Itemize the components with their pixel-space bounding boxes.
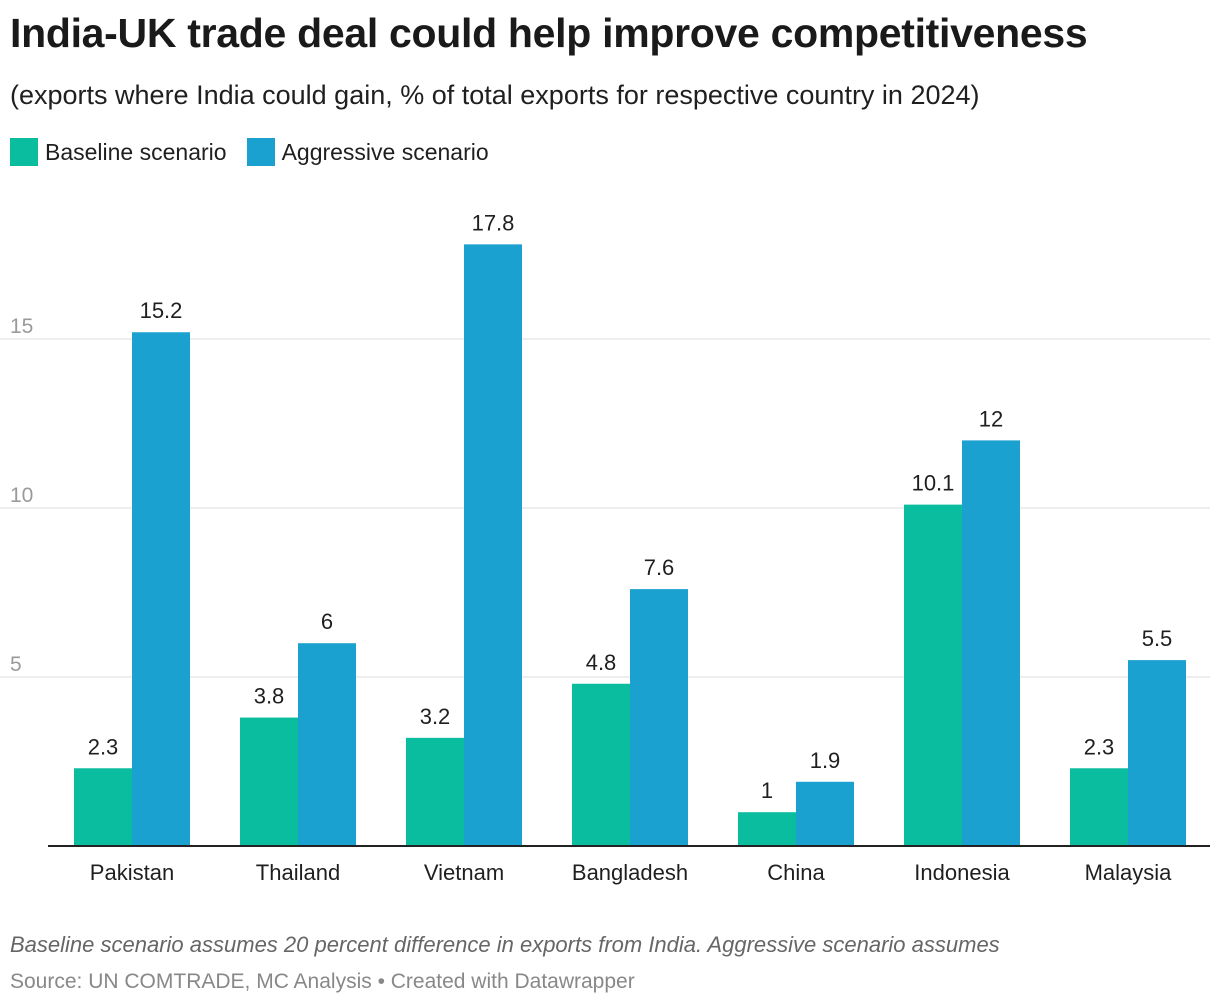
data-label: 7.6 bbox=[644, 555, 675, 580]
data-label: 2.3 bbox=[88, 734, 119, 759]
legend-item-baseline: Baseline scenario bbox=[10, 138, 227, 166]
y-tick-label: 15 bbox=[10, 315, 33, 338]
bar-aggressive bbox=[796, 781, 854, 846]
data-label: 5.5 bbox=[1142, 626, 1173, 651]
chart-title: India-UK trade deal could help improve c… bbox=[10, 10, 1088, 56]
bar-baseline bbox=[1070, 768, 1128, 846]
x-tick-label: Indonesia bbox=[914, 860, 1010, 885]
bar-baseline bbox=[738, 812, 796, 846]
x-tick-label: Pakistan bbox=[90, 860, 174, 885]
data-label: 15.2 bbox=[140, 298, 183, 323]
data-label: 3.8 bbox=[254, 684, 285, 709]
bar-aggressive bbox=[630, 589, 688, 846]
bar-baseline bbox=[240, 717, 298, 846]
x-tick-label: Vietnam bbox=[424, 860, 504, 885]
data-label: 1.9 bbox=[810, 748, 841, 773]
chart-source: Source: UN COMTRADE, MC Analysis • Creat… bbox=[10, 970, 635, 993]
bar-aggressive bbox=[298, 643, 356, 846]
bar-aggressive bbox=[464, 244, 522, 847]
y-tick-label: 5 bbox=[10, 653, 22, 676]
bar-baseline bbox=[572, 683, 630, 846]
legend-label-aggressive: Aggressive scenario bbox=[281, 138, 489, 165]
data-label: 12 bbox=[979, 406, 1003, 431]
bar-aggressive bbox=[1128, 660, 1186, 846]
bar-chart: 5 10 15 2.3 15.2 Pakistan 3.8 6 Thailand 3.2 17.8 V… bbox=[0, 210, 1210, 885]
legend-label-baseline: Baseline scenario bbox=[45, 138, 227, 165]
x-tick-label: Thailand bbox=[256, 860, 340, 885]
chart-subtitle: (exports where India could gain, % of to… bbox=[10, 80, 980, 110]
y-tick-label: 10 bbox=[10, 484, 33, 507]
data-label: 2.3 bbox=[1084, 734, 1115, 759]
data-label: 10.1 bbox=[912, 471, 955, 496]
data-label: 1 bbox=[761, 778, 773, 803]
x-tick-label: Bangladesh bbox=[572, 860, 688, 885]
data-label: 6 bbox=[321, 609, 333, 634]
bar-baseline bbox=[904, 504, 962, 846]
x-tick-label: Malaysia bbox=[1085, 860, 1173, 885]
bar-aggressive bbox=[962, 440, 1020, 846]
bar-aggressive bbox=[132, 332, 190, 846]
x-tick-label: China bbox=[767, 860, 825, 885]
chart-note: Baseline scenario assumes 20 percent dif… bbox=[10, 932, 1000, 957]
legend: Baseline scenario Aggressive scenario bbox=[10, 138, 509, 166]
data-label: 17.8 bbox=[472, 210, 515, 235]
data-label: 3.2 bbox=[420, 704, 451, 729]
bar-baseline bbox=[406, 737, 464, 846]
legend-swatch-baseline bbox=[10, 138, 38, 166]
data-label: 4.8 bbox=[586, 650, 617, 675]
legend-item-aggressive: Aggressive scenario bbox=[246, 138, 489, 166]
bar-baseline bbox=[74, 768, 132, 846]
legend-swatch-aggressive bbox=[246, 138, 275, 166]
